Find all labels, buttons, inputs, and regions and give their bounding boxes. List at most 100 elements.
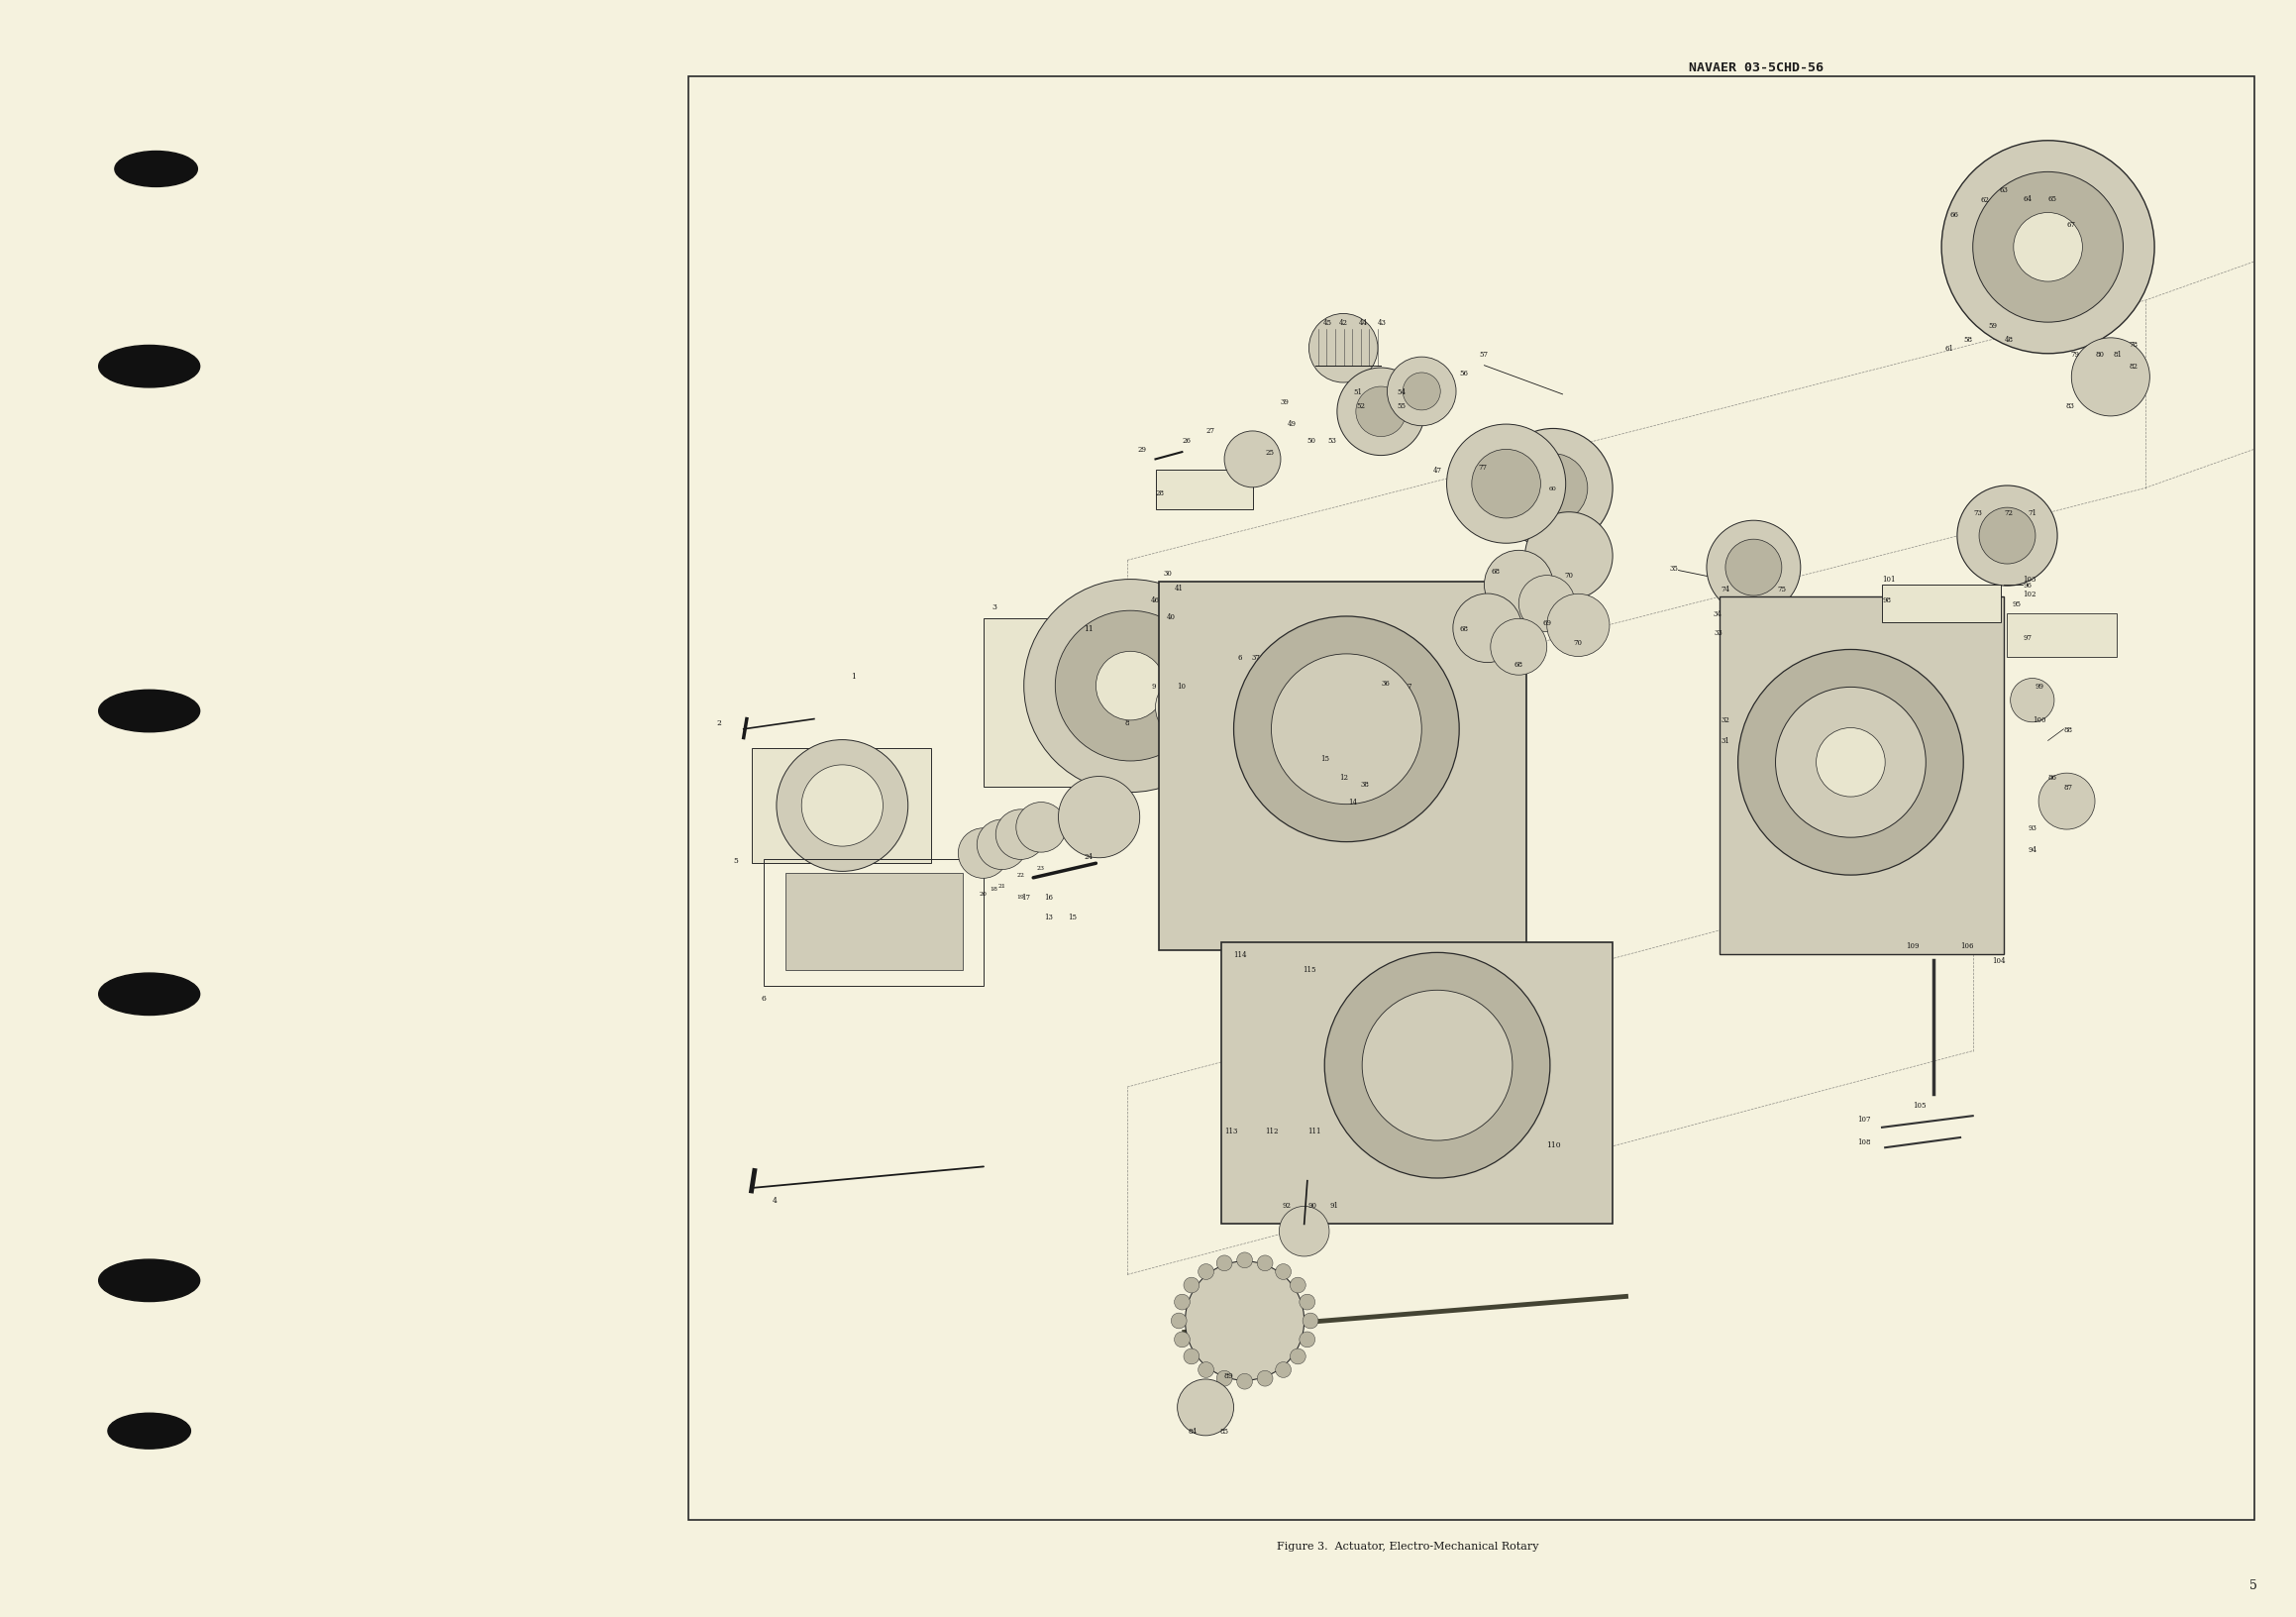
Ellipse shape [1279,1206,1329,1256]
Text: 54: 54 [1396,388,1405,396]
Text: 86: 86 [2048,773,2057,781]
Ellipse shape [1775,687,1926,838]
Text: 6: 6 [1238,653,1242,661]
Ellipse shape [996,810,1045,860]
Text: 89: 89 [1224,1371,1233,1379]
Text: 104: 104 [1991,956,2004,964]
Text: 44: 44 [1359,319,1368,327]
Text: 47: 47 [1433,466,1442,474]
Text: 75: 75 [1777,585,1786,593]
Text: 55: 55 [1396,403,1405,411]
Bar [2007,614,2117,658]
Text: 19: 19 [1017,894,1024,899]
Ellipse shape [1185,1261,1304,1381]
Text: 69: 69 [1543,619,1552,627]
Text: 95: 95 [2011,600,2020,608]
Ellipse shape [1017,802,1065,852]
Text: 87: 87 [2064,783,2073,791]
Text: 59: 59 [1988,322,1998,330]
Text: 80: 80 [2094,351,2103,359]
Text: 17: 17 [1022,893,1031,901]
Ellipse shape [1483,551,1552,619]
Text: 20: 20 [978,891,987,896]
Ellipse shape [1518,576,1575,632]
Text: 102: 102 [2023,590,2037,598]
Text: 3: 3 [992,603,996,611]
Text: 62: 62 [1981,196,1991,204]
Ellipse shape [1233,616,1460,842]
Text: 46: 46 [1150,595,1159,603]
Text: 73: 73 [1975,509,1981,517]
Text: 112: 112 [1265,1127,1279,1135]
Text: 93: 93 [2027,823,2037,831]
Text: 15: 15 [1320,755,1329,762]
Bar [1159,582,1527,951]
Ellipse shape [1178,1379,1233,1436]
Text: 1: 1 [852,673,856,681]
Text: 53: 53 [1327,437,1336,445]
Text: 32: 32 [1722,715,1731,723]
Ellipse shape [1446,425,1566,543]
Ellipse shape [1058,776,1139,859]
Ellipse shape [1185,1349,1199,1365]
Ellipse shape [99,346,200,388]
Bar [1883,585,2002,623]
Ellipse shape [2071,338,2149,417]
Text: 84: 84 [1189,1426,1199,1434]
Ellipse shape [1258,1371,1272,1386]
Ellipse shape [1199,1264,1215,1279]
Ellipse shape [1706,521,1800,614]
Text: 68: 68 [1460,624,1469,632]
Text: 81: 81 [2115,351,2124,359]
Bar [1155,471,1254,511]
Text: 5: 5 [732,857,739,865]
Text: 111: 111 [1306,1127,1320,1135]
Text: 4: 4 [771,1197,778,1203]
Ellipse shape [1309,314,1378,383]
Text: 68: 68 [1515,661,1522,668]
Ellipse shape [1173,1294,1189,1310]
Ellipse shape [108,1413,191,1449]
Text: 61: 61 [1945,344,1954,353]
Text: 14: 14 [1348,797,1357,805]
Text: 22: 22 [1017,873,1024,878]
Ellipse shape [1238,1374,1254,1389]
Text: 97: 97 [2023,634,2032,642]
Text: 98: 98 [1883,595,1892,603]
Text: 18: 18 [990,886,999,891]
Text: 15: 15 [1068,914,1077,922]
Ellipse shape [1277,1264,1290,1279]
Text: 8: 8 [1125,718,1130,726]
Text: 16: 16 [1045,893,1054,901]
Bar [983,619,1120,787]
Ellipse shape [1518,454,1587,524]
Ellipse shape [1336,369,1426,456]
Text: 50: 50 [1306,437,1316,445]
Text: 94: 94 [2027,846,2037,854]
Text: 25: 25 [1265,448,1274,456]
Text: 83: 83 [2066,403,2073,411]
Ellipse shape [1290,1349,1306,1365]
Ellipse shape [1362,991,1513,1140]
Ellipse shape [1056,611,1205,762]
Ellipse shape [1942,141,2154,354]
Text: 90: 90 [1306,1201,1316,1210]
Text: 27: 27 [1205,427,1215,435]
Text: 65: 65 [2048,194,2057,202]
Text: NAVAER 03-5CHD-56: NAVAER 03-5CHD-56 [1690,61,1823,74]
Ellipse shape [1300,1332,1316,1347]
Text: 110: 110 [1545,1142,1561,1150]
Text: 11: 11 [1084,624,1093,632]
Ellipse shape [976,820,1026,870]
Text: 30: 30 [1164,569,1171,577]
Text: 51: 51 [1352,388,1362,396]
Text: 108: 108 [1857,1138,1871,1146]
Ellipse shape [1277,1362,1290,1378]
Ellipse shape [1024,581,1238,792]
Ellipse shape [1173,1332,1189,1347]
Text: 106: 106 [1961,943,1975,949]
Text: 38: 38 [1362,781,1371,789]
Ellipse shape [1300,1294,1316,1310]
Text: 52: 52 [1357,403,1366,411]
Bar [765,859,983,986]
